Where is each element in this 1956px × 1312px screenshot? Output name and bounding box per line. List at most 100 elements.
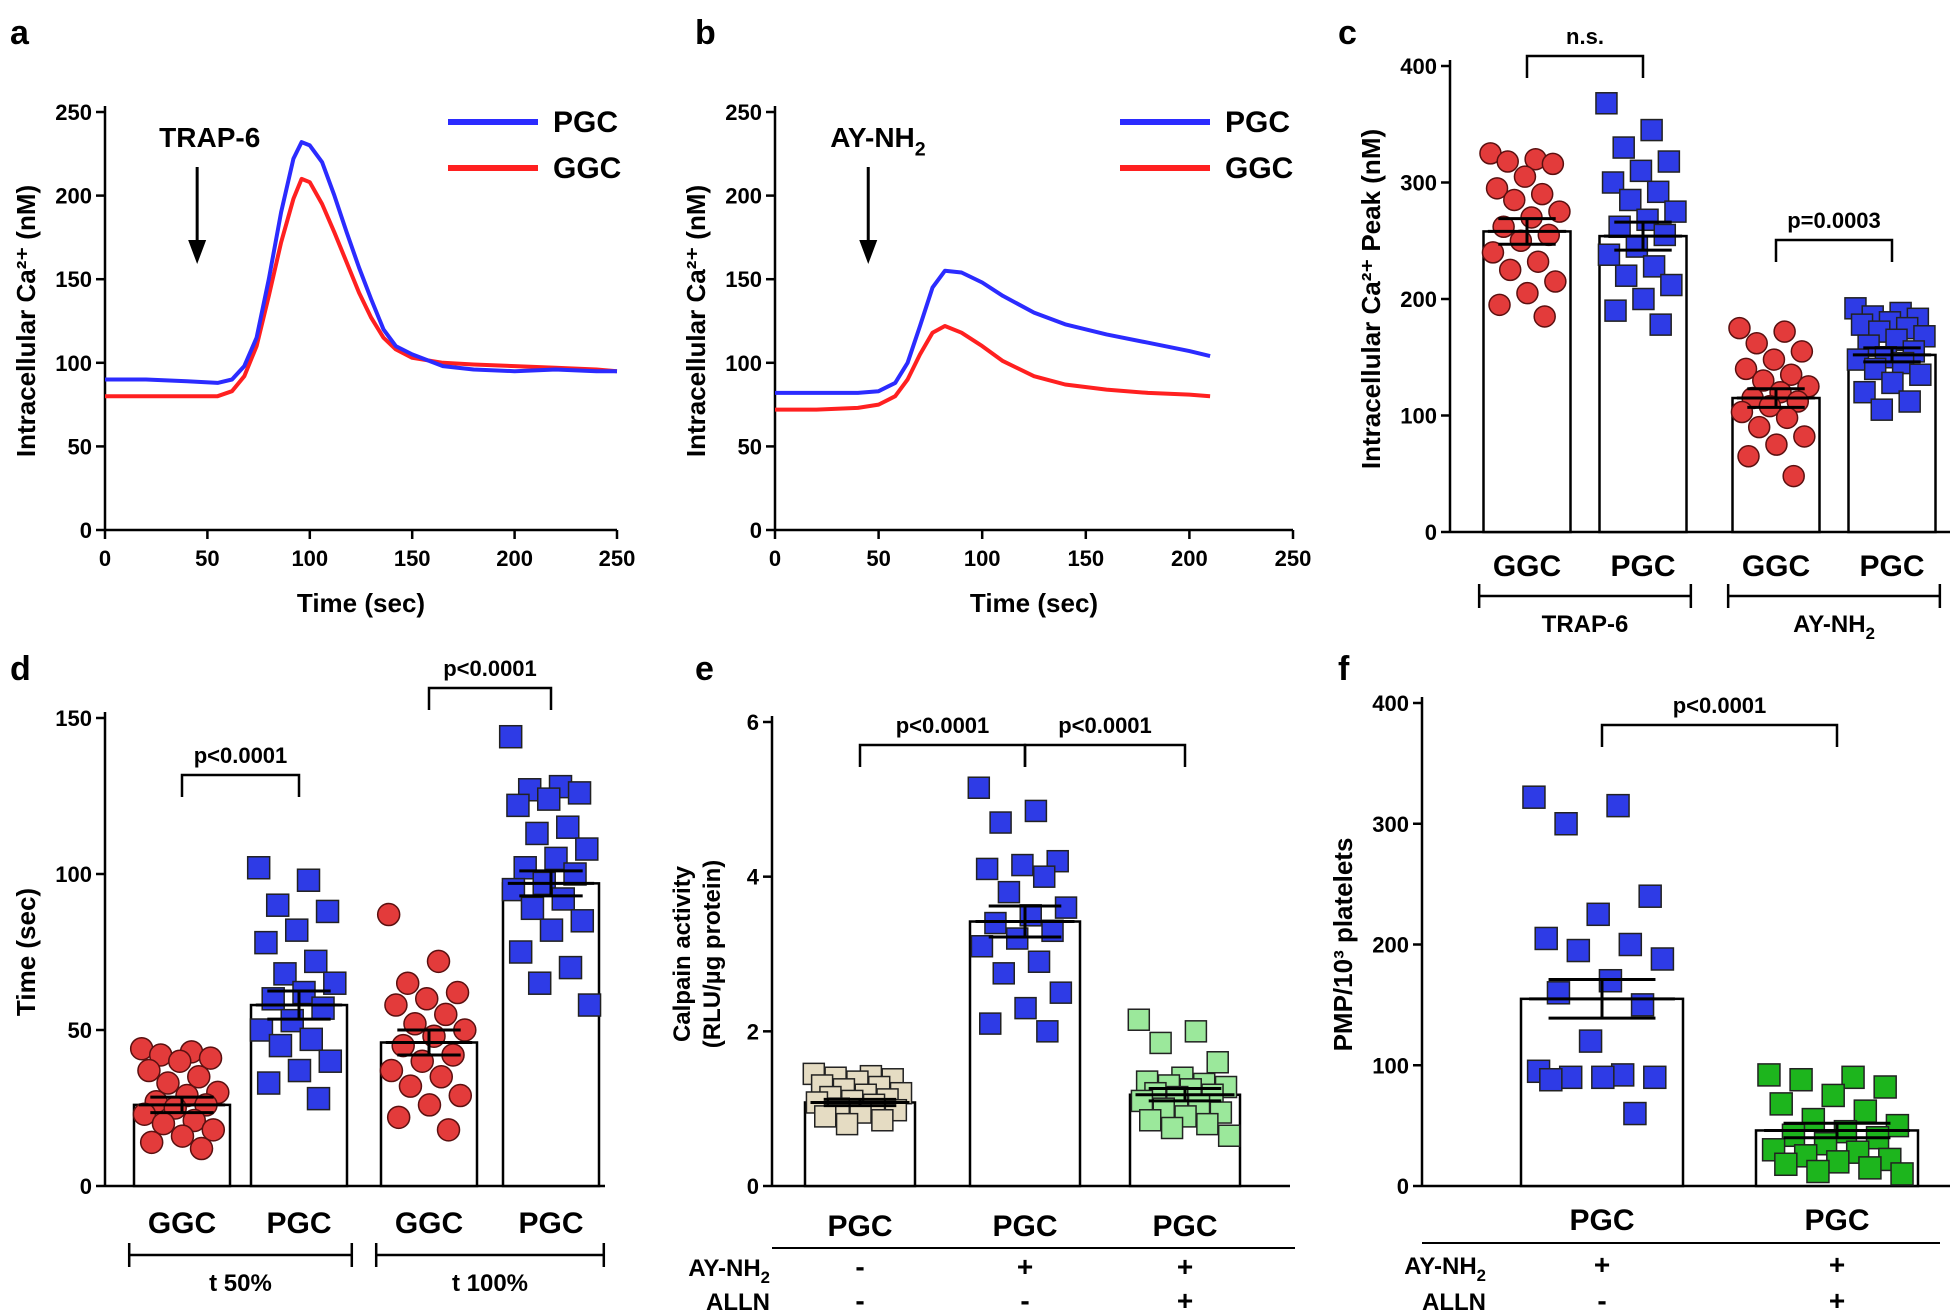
panel-a-line-chart: 0 50 100 150 200 250 0 50 100 150 200 250 Time (sec)… [11, 100, 635, 618]
panel-c-bar-1-point [1516, 281, 1539, 305]
panel-e-bar-2-point [967, 776, 991, 799]
panel-c-bar-2-point [1614, 264, 1638, 287]
panel-f-bar-1-point [1522, 785, 1546, 809]
panel-c-category-label: GGC [1493, 550, 1561, 583]
panel-c-bar-1-point [1488, 293, 1511, 317]
panel-f-y-axis-label: PMP/10³ platelets [1328, 838, 1358, 1052]
panel-a-x-tick-label: 100 [291, 546, 328, 571]
panel-e-bar-2-point [1036, 1020, 1059, 1043]
panel-e-bar-1-point [814, 1105, 837, 1128]
panel-c-bar-1-point [1513, 165, 1537, 188]
panel-c-category-label: PGC [1610, 550, 1675, 583]
panel-f-bar-1-point [1606, 793, 1630, 818]
panel-d-bar-3-point [379, 1058, 404, 1083]
panel-e-significance-label: p<0.0001 [1058, 713, 1152, 738]
panel-e-significance-bracket [1023, 743, 1187, 767]
panel-d-bar-4-point [551, 887, 576, 911]
panel-f-bar-1-point [1558, 1065, 1583, 1090]
panel-e-y-axis-label-2: (RLU/µg protein) [699, 860, 726, 1048]
panel-c-bar-3-point [1782, 464, 1805, 488]
panel-c-bar-3-point [1734, 357, 1758, 381]
panel-c-bar-1-point [1503, 188, 1526, 212]
panel-a-series-pgc-line [105, 140, 617, 385]
panel-d-bar-4-point [563, 862, 587, 886]
panel-b-line-chart: 0 50 100 150 200 250 0 50 100 150 200 250 Time (sec)… [681, 100, 1311, 618]
panel-e-bar-2-point [1049, 981, 1073, 1004]
panel-d-bar-1-point [132, 1102, 157, 1126]
panel-e-bar-1-point [835, 1112, 859, 1136]
panel-b-y-tick-label: 100 [725, 351, 762, 376]
panel-d-y-tick-label: 0 [80, 1174, 92, 1199]
panel-label-d: d [10, 650, 31, 688]
panel-d-bar-2-point [315, 899, 340, 924]
panel-a-y-tick-label: 200 [55, 184, 92, 209]
panel-f-bar-2-point [1890, 1162, 1914, 1186]
panel-b-legend-label-pgc: PGC [1225, 106, 1290, 139]
panel-e-bar-2-point [1027, 950, 1051, 973]
panel-d-bar-2-point [265, 893, 290, 917]
panel-e-treatment-value: + [1177, 1251, 1193, 1282]
panel-e-category-label: PGC [1152, 1210, 1217, 1243]
panel-b-x-tick-label: 200 [1171, 546, 1208, 571]
panel-a-legend-label-pgc: PGC [553, 106, 618, 139]
panel-c-bar-2-point [1597, 243, 1621, 266]
panel-a-x-tick-label: 150 [394, 546, 431, 571]
panel-d-bar-4-point [527, 971, 552, 995]
panel-e-y-tick-label: 0 [747, 1174, 759, 1199]
panel-e-bar-2-point [997, 880, 1021, 904]
panel-d-category-label: GGC [395, 1207, 463, 1240]
panel-e-bar-2-point [979, 1012, 1002, 1035]
panel-e-significance-bracket [858, 743, 1027, 767]
panel-c-y-tick-label: 200 [1400, 287, 1437, 312]
panel-f-bar-2-point [1774, 1152, 1798, 1177]
panel-c-bar-1-point [1485, 177, 1509, 200]
panel-c-bar-2-point [1640, 118, 1663, 142]
panel-e-bar-3-point [1160, 1116, 1184, 1140]
panel-f-treatment-label: AY-NH2 [1404, 1253, 1486, 1285]
panel-b-y-tick-label: 250 [725, 100, 762, 125]
panel-e-bar-3-point [1196, 1112, 1219, 1136]
panel-f-bar-2-point [1821, 1083, 1845, 1108]
panel-d-bar-2-point [323, 971, 347, 995]
panel-c-bar-4-point [1898, 390, 1921, 413]
panel-c-bar-1-point [1530, 182, 1554, 206]
panel-c-significance-label: p=0.0003 [1787, 208, 1881, 233]
panel-label-f: f [1338, 650, 1350, 688]
panel-a-x-tick-label: 0 [99, 546, 111, 571]
panel-b-y-tick-label: 0 [750, 518, 762, 543]
panel-e-y-axis-label: Calpain activity [669, 865, 696, 1042]
panel-e-category-label: PGC [992, 1210, 1057, 1243]
panel-c-bar-3-point [1752, 369, 1775, 392]
panel-a-x-tick-label: 250 [599, 546, 636, 571]
panel-d-bar-1-point [139, 1130, 164, 1155]
panel-c-bar-3-point [1730, 400, 1754, 424]
panel-c-bar-2-point [1664, 200, 1687, 223]
panel-e-bar-2-point [989, 811, 1012, 834]
panel-d-bar-3-point [398, 1074, 423, 1098]
panel-d-bar-1-point [137, 1058, 161, 1083]
panel-f-treatment-value: - [1597, 1285, 1606, 1312]
panel-c-bar-3-point [1773, 320, 1796, 343]
panel-f-y-tick-label: 100 [1372, 1053, 1409, 1078]
panel-c-bar-1-point [1544, 270, 1567, 293]
panel-a-stimulus-label: TRAP-6 [159, 122, 260, 153]
panel-d-bar-2-point [306, 1086, 331, 1111]
panel-f-bar-1-point [1618, 932, 1643, 957]
panel-f-category-label: PGC [1569, 1204, 1634, 1237]
panel-c-bar-1-point [1481, 241, 1505, 264]
panel-a-series-ggc-line [105, 176, 618, 399]
panel-e-treatment-value: - [855, 1285, 864, 1312]
panel-f-treatment-value: + [1829, 1249, 1845, 1280]
panel-c-bar-2-point [1619, 188, 1642, 212]
panel-b-y-axis-label: Intracellular Ca²⁺ (nM) [681, 185, 711, 457]
panel-d-y-tick-label: 150 [55, 706, 92, 731]
panel-a-y-tick-label: 250 [55, 100, 92, 125]
panel-e-treatment-value: - [855, 1251, 864, 1282]
panel-d-bar-1-point [167, 1049, 192, 1073]
panel-d-bar-4-point [508, 940, 533, 964]
panel-a-legend-label-ggc: GGC [553, 152, 621, 185]
panel-f-bar-1-point [1650, 947, 1675, 971]
panel-d-bar-2-point [246, 856, 271, 880]
panel-f-bar-1-point [1638, 884, 1662, 908]
panel-c-category-label: PGC [1859, 550, 1924, 583]
